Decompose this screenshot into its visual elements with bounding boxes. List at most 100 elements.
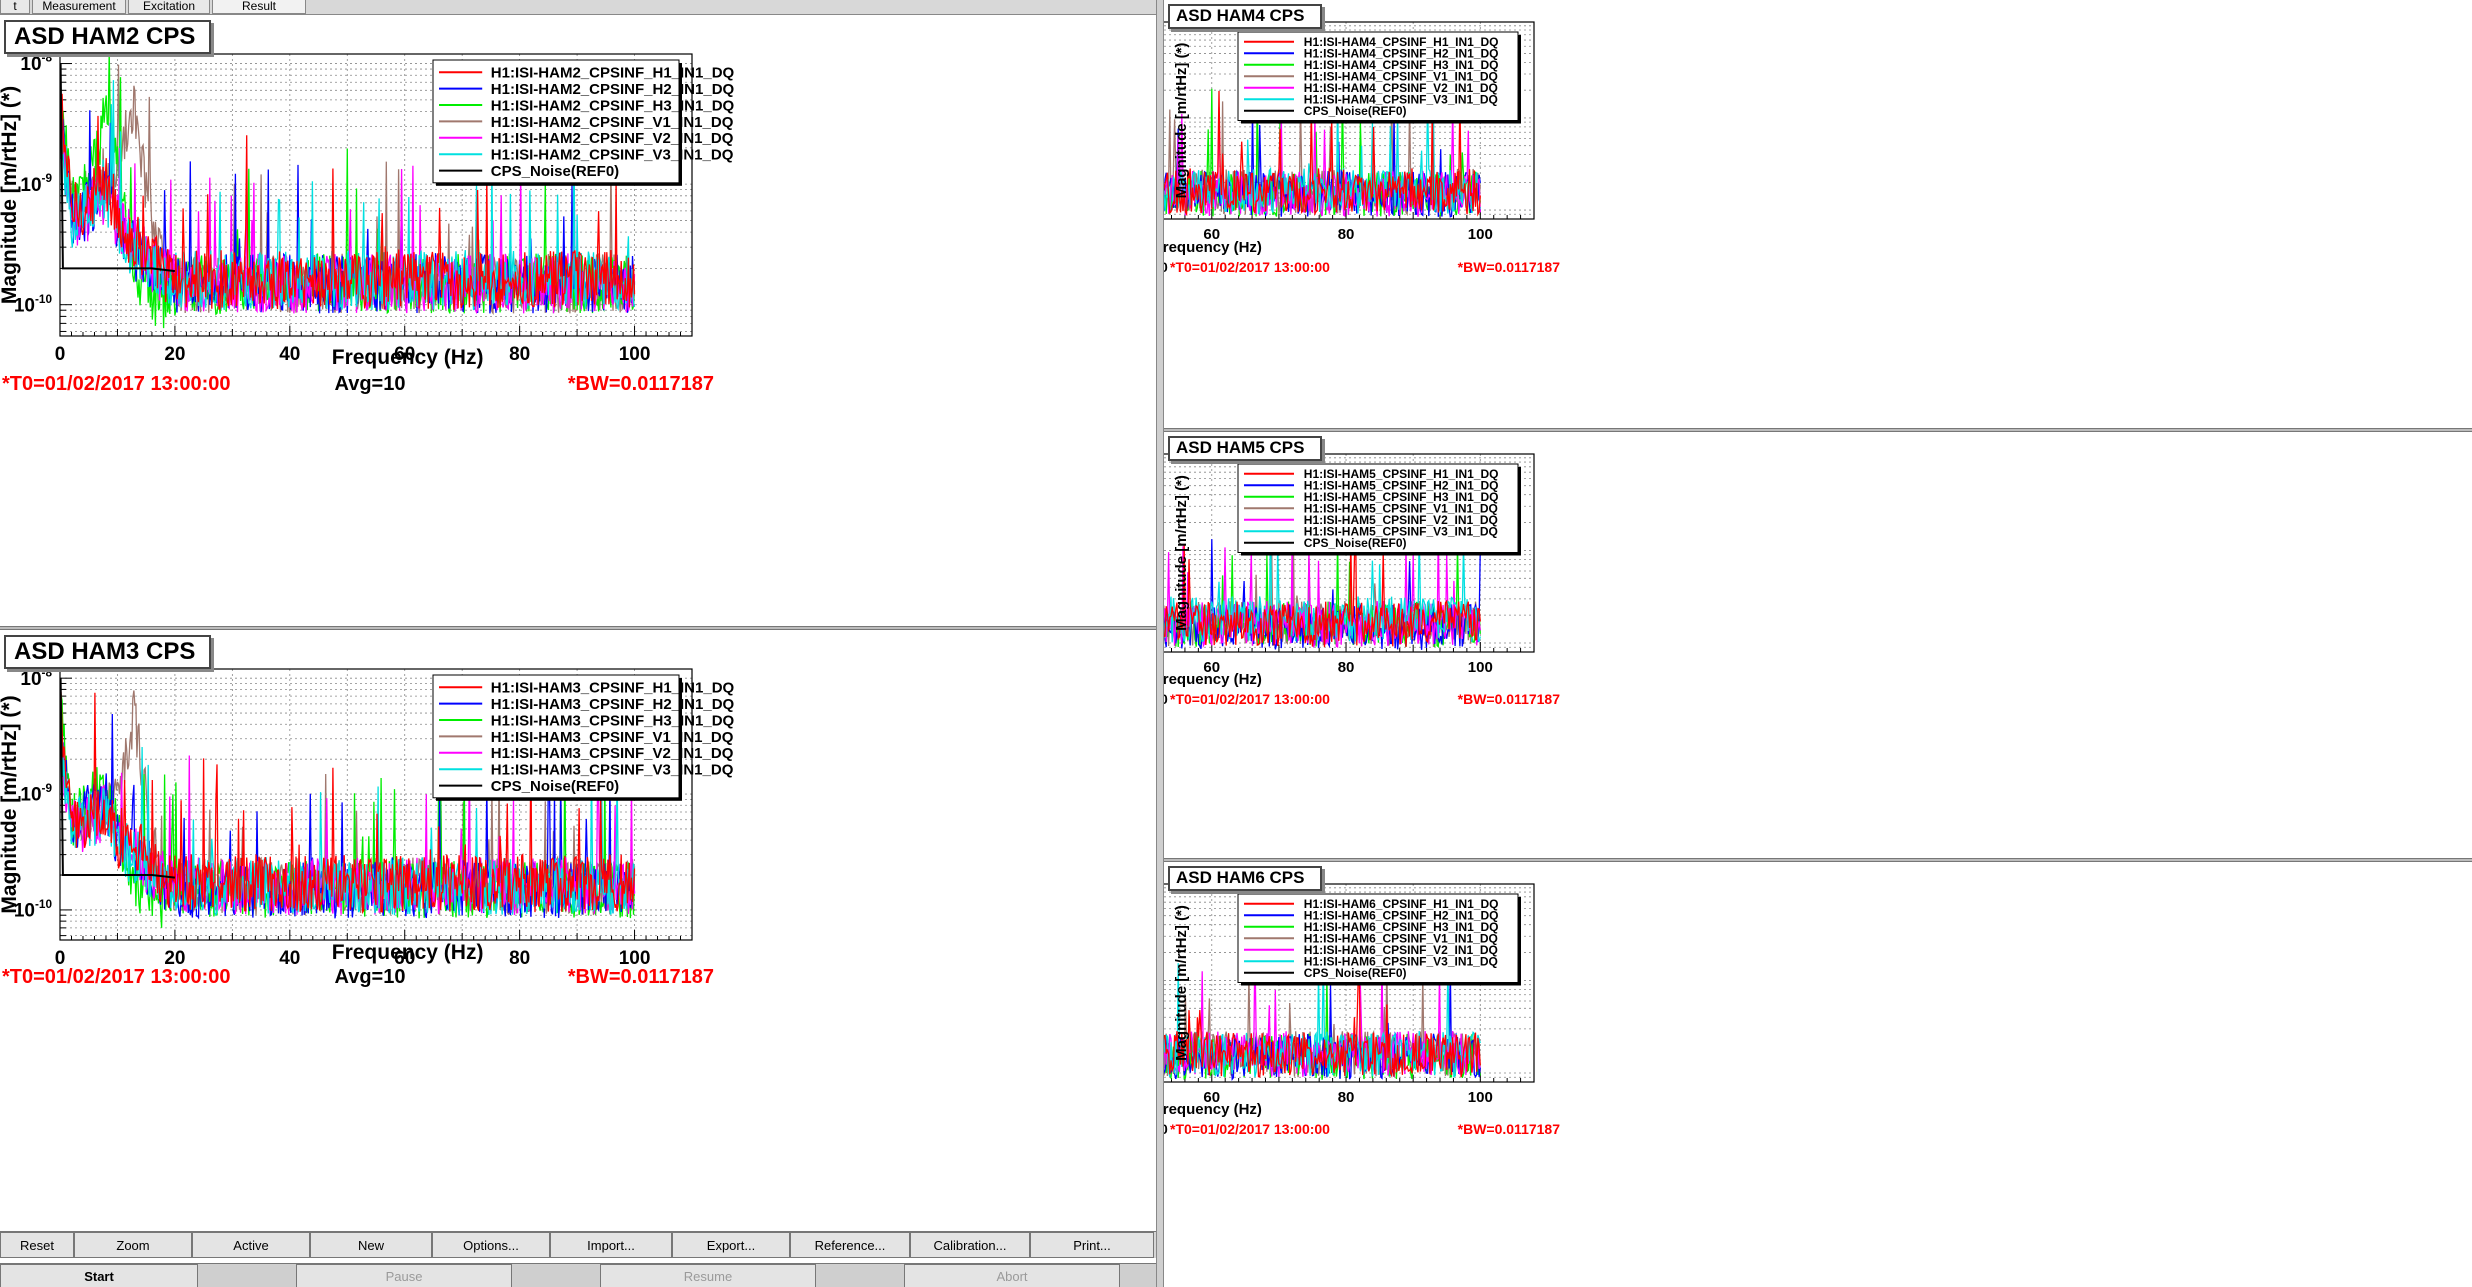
zoom-button[interactable]: Zoom (74, 1232, 192, 1258)
start-time-label: *T0=01/02/2017 13:00:00 (1170, 691, 1330, 707)
panel-separator (1164, 428, 2472, 432)
legend-entry: H1:ISI-HAM2_CPSINF_H2_IN1_DQ (491, 81, 735, 98)
plot-panel-ham3[interactable]: 0 20 40 60 80 100 10-10 10-9 10-8 Frequency (Hz) M… (0, 631, 1156, 1229)
legend-entry: H1:ISI-HAM6_CPSINF_V2_IN1_DQ (1304, 943, 1498, 957)
x-tick-label: 60 (394, 948, 415, 969)
tab-partial[interactable]: t (0, 0, 30, 14)
legend-entry: H1:ISI-HAM3_CPSINF_H2_IN1_DQ (491, 696, 735, 713)
y-axis-label: Magnitude [m/rtHz] (*) (1173, 43, 1190, 199)
abort-button[interactable]: Abort (904, 1264, 1120, 1287)
plot-panel-ham2[interactable]: 0 20 40 60 80 100 10-10 10-9 10-8 Frequency (Hz) M… (0, 16, 1156, 626)
y-tick-label: 10-9 (20, 782, 52, 806)
x-tick-label: 0 (55, 948, 66, 969)
legend-entry: H1:ISI-HAM2_CPSINF_V1_IN1_DQ (491, 114, 734, 131)
legend-entry: H1:ISI-HAM4_CPSINF_H3_IN1_DQ (1304, 58, 1499, 72)
legend-entry: H1:ISI-HAM2_CPSINF_H3_IN1_DQ (491, 97, 735, 114)
reference-noise-line (60, 63, 176, 273)
average-count-label: Avg=10 (1164, 691, 1168, 707)
series-line (1164, 514, 1481, 643)
bandwidth-label: *BW=0.0117187 (568, 966, 714, 988)
legend-entry: H1:ISI-HAM3_CPSINF_H3_IN1_DQ (491, 712, 735, 729)
bandwidth-label: *BW=0.0117187 (1458, 259, 1561, 275)
y-axis-label: Magnitude [m/rtHz] (*) (0, 86, 21, 304)
legend-entry: H1:ISI-HAM3_CPSINF_V3_IN1_DQ (491, 762, 734, 779)
tab-excitation[interactable]: Excitation (128, 0, 210, 14)
x-tick-label: 20 (164, 344, 185, 365)
series-traces (60, 678, 636, 928)
start-button[interactable]: Start (0, 1264, 198, 1287)
x-axis-label: Frequency (Hz) (332, 941, 484, 964)
series-line (1164, 538, 1481, 649)
bandwidth-label: *BW=0.0117187 (1458, 691, 1561, 707)
legend-entry: H1:ISI-HAM6_CPSINF_H3_IN1_DQ (1304, 920, 1499, 934)
y-tick-base: 10 (14, 295, 35, 316)
x-tick-label: 80 (509, 948, 530, 969)
legend-entry: H1:ISI-HAM3_CPSINF_V2_IN1_DQ (491, 745, 734, 762)
button-bar-bottom: Start Pause Resume Abort (0, 1263, 1156, 1287)
button-bar-top: Reset Zoom Active New Options... Import.… (0, 1231, 1156, 1258)
y-tick-label: 10-8 (20, 666, 52, 690)
pause-button[interactable]: Pause (296, 1264, 512, 1287)
panel-separator (1164, 858, 2472, 862)
legend-box (1237, 893, 1519, 983)
panel-separator (0, 626, 1156, 630)
reset-button[interactable]: Reset (0, 1232, 74, 1258)
column-divider[interactable] (1156, 0, 1164, 1287)
x-axis-label: Frequency (Hz) (1164, 671, 1262, 688)
y-tick-base: 10 (20, 669, 41, 690)
active-button[interactable]: Active (192, 1232, 310, 1258)
import-button[interactable]: Import... (550, 1232, 672, 1258)
calibration-button[interactable]: Calibration... (910, 1232, 1030, 1258)
series-line (1164, 959, 1481, 1078)
x-tick-label: 80 (1338, 226, 1355, 243)
reference-button[interactable]: Reference... (790, 1232, 910, 1258)
series-traces (1164, 85, 1481, 219)
legend-entry: H1:ISI-HAM2_CPSINF_H1_IN1_DQ (491, 65, 735, 82)
y-tick-label: 10-10 (14, 898, 53, 922)
start-time-label: *T0=01/02/2017 13:00:00 (2, 373, 231, 395)
y-tick-exponent: -8 (42, 666, 53, 679)
x-axis-label: Frequency (Hz) (1164, 239, 1262, 256)
series-traces (1164, 947, 1481, 1082)
legend-entry: H1:ISI-HAM4_CPSINF_V2_IN1_DQ (1304, 81, 1498, 95)
panel-title: ASD HAM4 CPS (1168, 4, 1323, 29)
x-tick-label: 80 (1338, 1089, 1355, 1106)
legend-entry: CPS_Noise(REF0) (1304, 536, 1407, 550)
tab-result[interactable]: Result (212, 0, 306, 14)
top-tab-strip: t Measurement Excitation Result (0, 0, 1156, 15)
options-button[interactable]: Options... (432, 1232, 550, 1258)
x-tick-label: 60 (1203, 659, 1220, 676)
tab-measurement[interactable]: Measurement (32, 0, 126, 14)
x-tick-label: 100 (619, 948, 651, 969)
resume-button[interactable]: Resume (600, 1264, 816, 1287)
legend-entry: H1:ISI-HAM3_CPSINF_V1_IN1_DQ (491, 729, 734, 746)
panel-title: ASD HAM2 CPS (4, 20, 212, 55)
x-axis-label: Frequency (Hz) (1164, 1101, 1262, 1118)
y-tick-label: 10-9 (20, 172, 52, 196)
left-column: t Measurement Excitation Result 0 20 40 60 8… (0, 0, 1156, 1287)
x-tick-label: 0 (55, 344, 66, 365)
y-tick-label: 10-10 (14, 293, 53, 317)
export-button[interactable]: Export... (672, 1232, 790, 1258)
reference-noise-line (60, 678, 176, 879)
y-axis-label: Magnitude [m/rtHz] (*) (1173, 905, 1190, 1061)
series-line (60, 80, 636, 312)
series-line (1164, 969, 1481, 1078)
new-button[interactable]: New (310, 1232, 432, 1258)
bandwidth-label: *BW=0.0117187 (568, 373, 714, 395)
y-tick-exponent: -10 (35, 898, 52, 911)
x-tick-label: 80 (1338, 659, 1355, 676)
y-tick-base: 10 (20, 54, 41, 75)
print-button[interactable]: Print... (1030, 1232, 1154, 1258)
legend-entry: H1:ISI-HAM2_CPSINF_V3_IN1_DQ (491, 147, 734, 164)
bandwidth-label: *BW=0.0117187 (1458, 1121, 1561, 1137)
x-axis-label: Frequency (Hz) (332, 346, 484, 369)
